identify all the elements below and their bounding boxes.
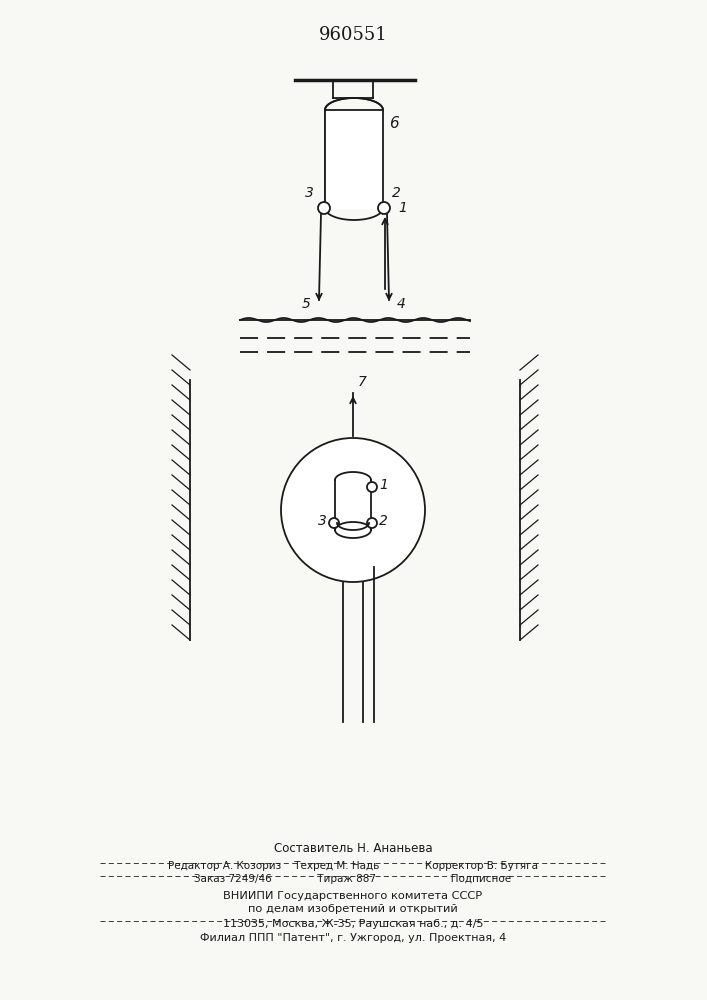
Circle shape	[329, 518, 339, 528]
Text: 3: 3	[305, 186, 314, 200]
Text: ВНИИПИ Государственного комитета СССР: ВНИИПИ Государственного комитета СССР	[223, 891, 483, 901]
Circle shape	[378, 202, 390, 214]
Text: 1: 1	[398, 201, 407, 215]
Text: 4: 4	[397, 297, 406, 311]
Text: 5: 5	[302, 297, 311, 311]
Text: 113035, Москва, Ж-35, Раушская наб., д. 4/5: 113035, Москва, Ж-35, Раушская наб., д. …	[223, 919, 484, 929]
Text: 2: 2	[392, 186, 401, 200]
Polygon shape	[325, 110, 383, 208]
Text: по делам изобретений и открытий: по делам изобретений и открытий	[248, 904, 458, 914]
Text: Редактор А. Козориз    Техред М. Надь              Корректор В. Бутяга: Редактор А. Козориз Техред М. Надь Корре…	[168, 861, 538, 871]
Text: 7: 7	[358, 375, 367, 389]
Polygon shape	[335, 522, 371, 538]
Text: 2: 2	[379, 514, 388, 528]
Text: Составитель Н. Ананьева: Составитель Н. Ананьева	[274, 842, 432, 854]
Text: Филиал ППП "Патент", г. Ужгород, ул. Проектная, 4: Филиал ППП "Патент", г. Ужгород, ул. Про…	[200, 933, 506, 943]
Circle shape	[318, 202, 330, 214]
Text: 6: 6	[389, 115, 399, 130]
Text: 960551: 960551	[319, 26, 387, 44]
Circle shape	[367, 518, 377, 528]
Polygon shape	[335, 480, 371, 530]
Text: 1: 1	[379, 478, 388, 492]
Circle shape	[281, 438, 425, 582]
Text: 3: 3	[318, 514, 327, 528]
Circle shape	[367, 482, 377, 492]
Text: Заказ 7249/46              Тираж 887                       Подписное: Заказ 7249/46 Тираж 887 Подписное	[194, 874, 512, 884]
